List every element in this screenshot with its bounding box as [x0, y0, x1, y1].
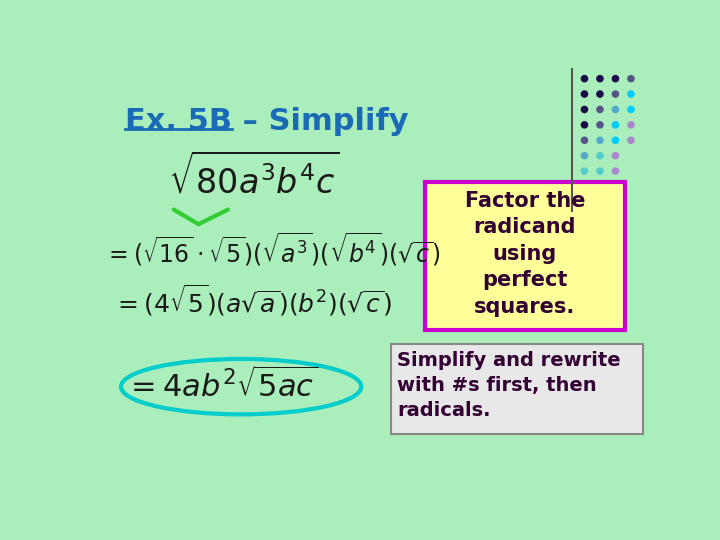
- Circle shape: [597, 76, 603, 82]
- Circle shape: [597, 137, 603, 143]
- Circle shape: [612, 91, 618, 97]
- Text: $=(\sqrt{16}\cdot\sqrt{5})(\sqrt{a^3})(\sqrt{b^4})(\sqrt{c})$: $=(\sqrt{16}\cdot\sqrt{5})(\sqrt{a^3})(\…: [104, 231, 441, 268]
- Circle shape: [581, 91, 588, 97]
- Circle shape: [612, 168, 618, 174]
- Circle shape: [612, 76, 618, 82]
- Circle shape: [612, 122, 618, 128]
- Circle shape: [628, 91, 634, 97]
- Circle shape: [597, 153, 603, 159]
- Circle shape: [612, 153, 618, 159]
- Text: $=(4\sqrt{5})(a\sqrt{a})(b^2)(\sqrt{c})$: $=(4\sqrt{5})(a\sqrt{a})(b^2)(\sqrt{c})$: [113, 283, 392, 318]
- Circle shape: [581, 122, 588, 128]
- Text: Factor the
radicand
using
perfect
squares.: Factor the radicand using perfect square…: [464, 191, 585, 316]
- Circle shape: [612, 106, 618, 112]
- Circle shape: [581, 153, 588, 159]
- Circle shape: [597, 91, 603, 97]
- Circle shape: [581, 168, 588, 174]
- FancyBboxPatch shape: [425, 182, 625, 330]
- Text: Ex. 5B – Simplify: Ex. 5B – Simplify: [125, 107, 408, 136]
- Circle shape: [628, 122, 634, 128]
- Text: Simplify and rewrite
with #s first, then
radicals.: Simplify and rewrite with #s first, then…: [397, 351, 621, 420]
- Circle shape: [628, 76, 634, 82]
- Circle shape: [628, 137, 634, 143]
- Circle shape: [612, 137, 618, 143]
- Circle shape: [597, 106, 603, 112]
- Circle shape: [597, 122, 603, 128]
- FancyBboxPatch shape: [391, 343, 642, 434]
- Circle shape: [628, 106, 634, 112]
- Circle shape: [597, 168, 603, 174]
- Circle shape: [581, 76, 588, 82]
- Text: $=4ab^2\sqrt{5ac}$: $=4ab^2\sqrt{5ac}$: [125, 367, 318, 403]
- Circle shape: [581, 106, 588, 112]
- Circle shape: [581, 137, 588, 143]
- Text: $\sqrt{80a^3b^4c}$: $\sqrt{80a^3b^4c}$: [168, 153, 339, 201]
